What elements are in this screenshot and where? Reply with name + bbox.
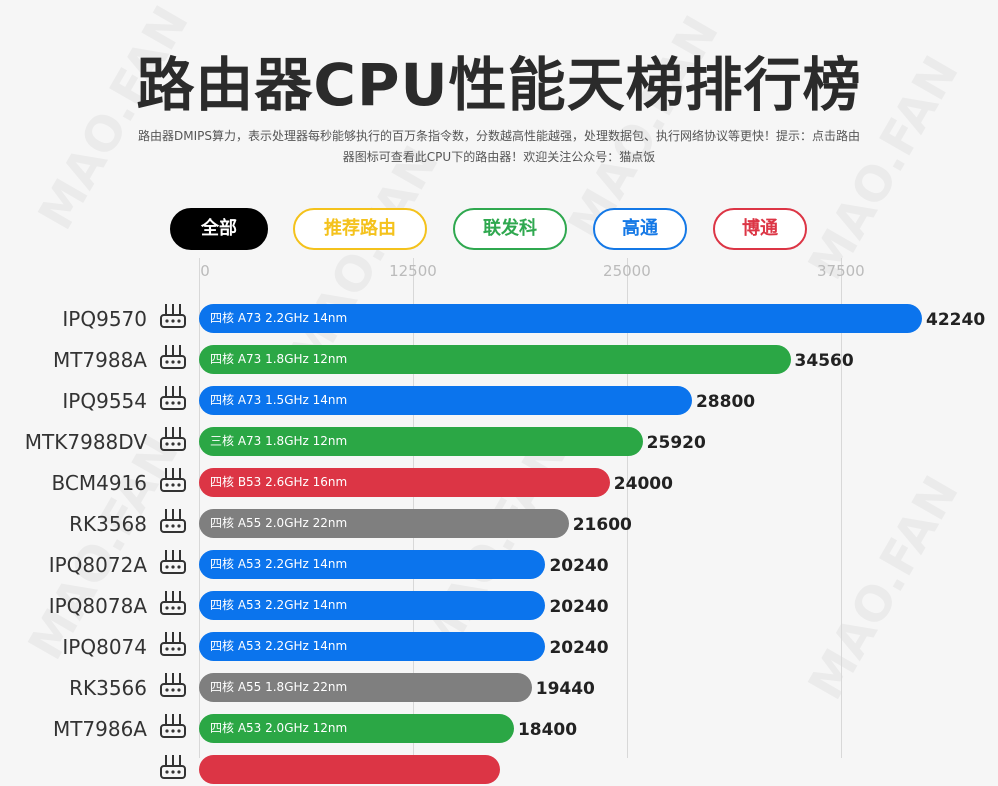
- router-icon[interactable]: [158, 506, 188, 536]
- bar[interactable]: 四核 A53 2.2GHz 14nm: [199, 550, 546, 579]
- bar-value-label: 20240: [549, 597, 609, 617]
- bar-value-label: 21600: [572, 515, 632, 535]
- x-tick-label: 12500: [389, 262, 437, 280]
- bar-value-label: 20240: [549, 556, 609, 576]
- bar[interactable]: 四核 A53 2.0GHz 12nm: [199, 714, 514, 743]
- bar-partial: [199, 755, 501, 784]
- gridline: [840, 258, 842, 758]
- gridline: [199, 258, 200, 758]
- router-icon[interactable]: [158, 424, 188, 454]
- category-label: IPQ9554: [62, 389, 147, 413]
- watermark-text: MAO.FAN: [278, 137, 450, 379]
- subtitle-line-1: 路由器DMIPS算力，表示处理器每秒能够执行的百万条指令数，分数越高性能越强，处…: [138, 129, 860, 143]
- bar-value-label: 34560: [794, 351, 854, 371]
- bar[interactable]: 四核 B53 2.6GHz 16nm: [199, 468, 610, 497]
- category-label: IPQ8072A: [48, 553, 147, 577]
- category-label: BCM4916: [51, 471, 148, 495]
- router-icon[interactable]: [158, 711, 188, 741]
- bar[interactable]: 三核 A73 1.8GHz 12nm: [199, 427, 643, 456]
- category-label: RK3568: [69, 512, 147, 536]
- filter-button-2[interactable]: 联发科: [453, 208, 567, 250]
- bar-value-label: 20240: [549, 638, 609, 658]
- filter-button-1[interactable]: 推荐路由: [293, 208, 427, 250]
- bar-value-label: 19440: [535, 679, 595, 699]
- router-icon[interactable]: [158, 465, 188, 495]
- x-tick-label: 0: [200, 262, 210, 280]
- bar-value-label: 18400: [517, 720, 578, 740]
- gridline: [412, 258, 414, 758]
- router-icon[interactable]: [158, 588, 188, 618]
- category-label: RK3566: [69, 676, 147, 700]
- router-icon[interactable]: [158, 383, 188, 413]
- category-label: MT7986A: [52, 717, 147, 741]
- filter-button-3[interactable]: 高通: [593, 208, 687, 250]
- gridline: [626, 258, 628, 758]
- filter-button-0[interactable]: 全部: [170, 208, 268, 250]
- router-icon[interactable]: [158, 547, 188, 577]
- category-label: IPQ8074: [62, 635, 147, 659]
- filter-button-4[interactable]: 博通: [713, 208, 807, 250]
- x-tick-label: 25000: [603, 262, 651, 280]
- page-title: 路由器CPU性能天梯排行榜: [136, 51, 862, 119]
- watermark-text: MAO.FAN: [798, 467, 970, 709]
- bar-value-label: 42240: [926, 310, 986, 330]
- subtitle-line-2: 器图标可查看此CPU下的路由器！欢迎关注公众号：猫点饭: [342, 150, 656, 164]
- category-label: IPQ8078A: [48, 594, 147, 618]
- bar-value-label: 28800: [695, 392, 756, 412]
- bar[interactable]: 四核 A73 1.8GHz 12nm: [199, 345, 791, 374]
- bar[interactable]: 四核 A53 2.2GHz 14nm: [199, 632, 546, 661]
- bar-value-label: 24000: [613, 474, 673, 494]
- x-tick-label: 37500: [817, 262, 865, 280]
- router-icon[interactable]: [158, 670, 188, 700]
- page-subtitle: 路由器DMIPS算力，表示处理器每秒能够执行的百万条指令数，分数越高性能越强，处…: [60, 126, 938, 168]
- router-icon[interactable]: [158, 301, 188, 331]
- category-label: MT7988A: [52, 348, 147, 372]
- category-label: IPQ9570: [62, 307, 147, 331]
- router-icon[interactable]: [158, 342, 188, 372]
- category-label: MTK7988DV: [24, 430, 147, 454]
- bar[interactable]: 四核 A53 2.2GHz 14nm: [199, 591, 546, 620]
- router-icon: [158, 752, 188, 782]
- router-icon[interactable]: [158, 629, 188, 659]
- bar-value-label: 25920: [646, 433, 706, 453]
- bar[interactable]: 四核 A73 2.2GHz 14nm: [199, 304, 922, 333]
- bar[interactable]: 四核 A73 1.5GHz 14nm: [199, 386, 692, 415]
- bar[interactable]: 四核 A55 2.0GHz 22nm: [199, 509, 569, 538]
- bar[interactable]: 四核 A55 1.8GHz 22nm: [199, 673, 532, 702]
